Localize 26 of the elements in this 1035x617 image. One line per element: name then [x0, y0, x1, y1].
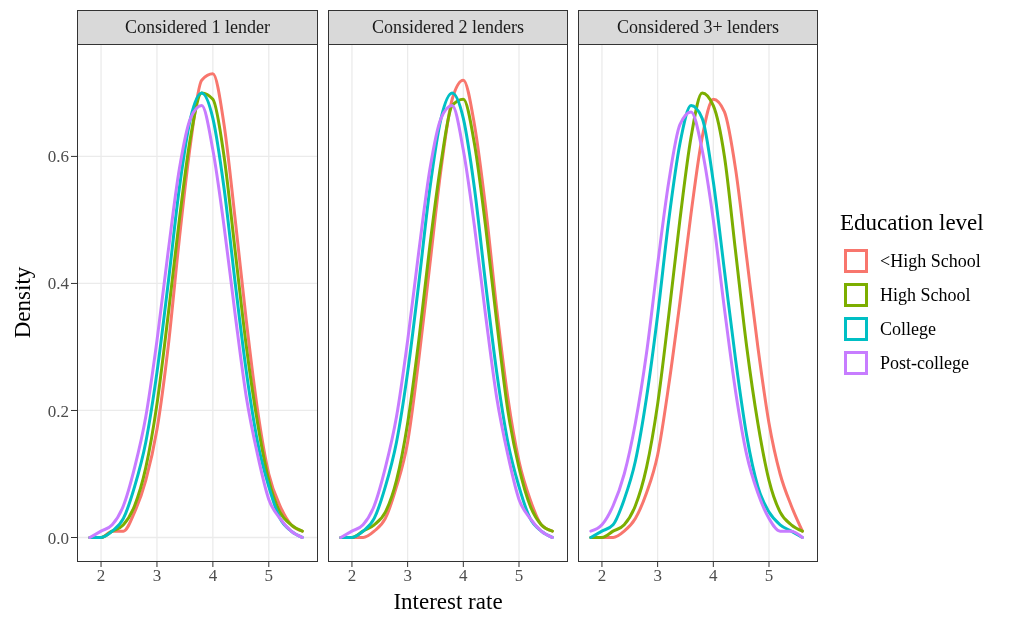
x-axis-title: Interest rate: [393, 589, 503, 614]
y-tick-label: 0.2: [47, 401, 69, 421]
x-tick-label: 5: [264, 566, 274, 586]
x-tick-label: 4: [208, 566, 218, 586]
x-tick-label: 4: [459, 566, 469, 586]
x-tick-label: 3: [653, 566, 662, 586]
y-tick-label: 0.6: [47, 147, 69, 167]
x-tick-label: 2: [347, 566, 357, 586]
legend-title: Education level: [840, 210, 984, 236]
x-tick-label: 2: [96, 566, 106, 586]
legend-label: <High School: [880, 250, 981, 272]
chart-title: Considered 3+ lenders: [578, 10, 818, 45]
x-tick-label: 3: [403, 566, 412, 586]
x-tick-label: 5: [764, 566, 774, 586]
x-tick-label: 2: [597, 566, 607, 586]
y-axis-title: Density: [10, 266, 36, 339]
legend-label: High School: [880, 284, 971, 306]
x-tick-label: 5: [514, 566, 524, 586]
x-tick-label: 3: [152, 566, 162, 586]
legend-label: Post-college: [880, 352, 969, 374]
y-tick-label: 0.0: [47, 528, 69, 548]
x-tick-label: 4: [709, 566, 719, 586]
chart-title: Considered 1 lender: [77, 10, 318, 45]
y-tick-label: 0.4: [47, 274, 70, 294]
chart-title: Considered 2 lenders: [328, 10, 568, 45]
legend-label: College: [880, 318, 936, 340]
